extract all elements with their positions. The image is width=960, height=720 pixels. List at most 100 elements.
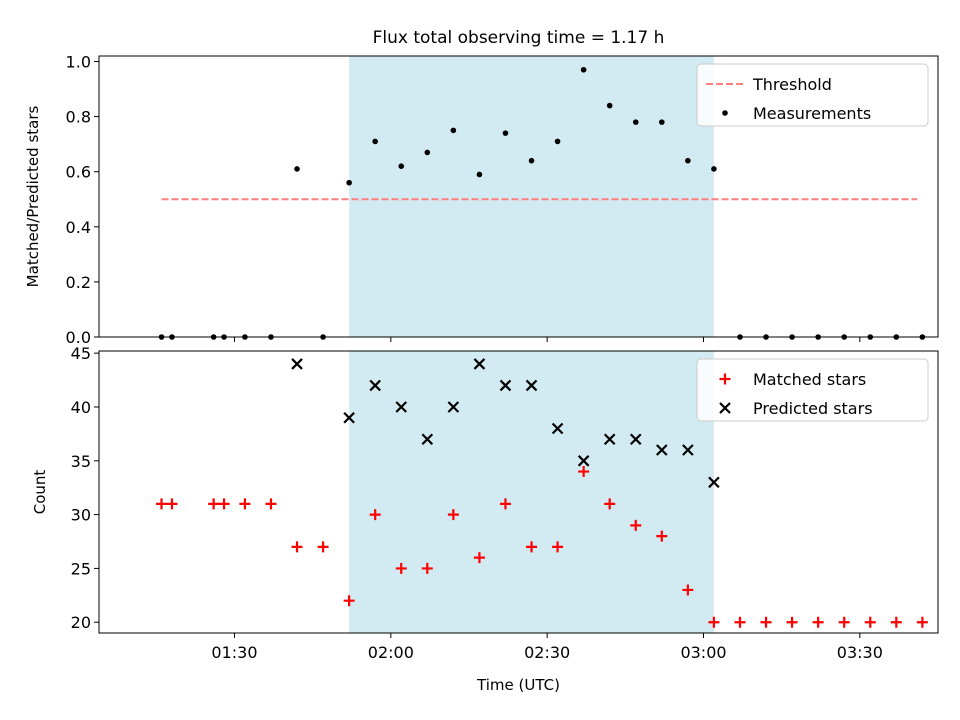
matched-star-point <box>708 616 720 628</box>
measurement-point <box>580 66 587 73</box>
predicted-star-point <box>473 358 486 370</box>
predicted-star-point <box>395 401 408 413</box>
measurement-point <box>476 171 483 178</box>
x-axis-label: Time (UTC) <box>476 676 560 694</box>
matched-star-point <box>630 519 642 531</box>
predicted-star-point <box>682 444 694 456</box>
matched-star-point <box>760 616 772 628</box>
matched-star-point <box>291 541 303 553</box>
y-tick-label: 0.6 <box>66 163 91 182</box>
observing-window-shade <box>349 351 714 633</box>
x-tick-label: 02:30 <box>524 643 570 662</box>
bottom-panel-ticks: 20 25 30 35 40 45 <box>71 344 861 638</box>
top-panel: 0.0 0.2 0.4 0.6 0.8 1.0 Matched/Predicted sta… <box>24 53 939 347</box>
legend-measurement-swatch <box>722 110 728 116</box>
measurement-point <box>711 166 717 172</box>
matched-star-point <box>786 616 798 628</box>
matched-star-point <box>343 595 355 607</box>
x-tick-label: 02:00 <box>368 643 414 662</box>
matched-star-point <box>890 616 902 628</box>
observing-window-shade <box>349 56 714 337</box>
top-panel-legend: Threshold Measurements <box>696 63 929 127</box>
measurement-point <box>632 119 639 125</box>
matched-star-point <box>156 498 168 510</box>
predicted-star-point <box>499 379 512 392</box>
measurement-point <box>502 130 509 136</box>
top-panel-frame <box>98 55 939 338</box>
predicted-star-point <box>551 422 564 435</box>
x-tick-label: 01:30 <box>211 643 257 662</box>
y-tick-label: 40 <box>71 398 91 417</box>
measurement-point <box>424 149 431 156</box>
matched-star-point <box>447 509 459 521</box>
y-tick-label: 45 <box>71 344 91 363</box>
measurement-point <box>294 166 300 172</box>
legend-label: Threshold <box>752 75 832 94</box>
y-tick-label: 35 <box>71 452 91 471</box>
matched-star-point <box>208 498 220 510</box>
y-tick-label: 1.0 <box>66 53 91 72</box>
matched-star-point <box>604 498 616 510</box>
predicted-star-point <box>421 433 434 446</box>
top-panel-ylabel: Matched/Predicted stars <box>24 106 42 288</box>
chart-title: Flux total observing time = 1.17 h <box>373 28 665 48</box>
matched-star-point <box>916 616 928 628</box>
predicted-star-point <box>447 401 460 413</box>
measurement-point <box>659 119 665 125</box>
legend-predicted-swatch <box>719 402 731 414</box>
y-tick-label: 0.0 <box>66 328 91 347</box>
measurement-point <box>372 138 378 145</box>
legend-label: Predicted stars <box>753 399 873 418</box>
matched-star-point <box>812 616 824 628</box>
matched-star-point <box>473 552 485 564</box>
y-tick-label: 0.8 <box>66 108 91 127</box>
bottom-panel-frame <box>98 350 939 634</box>
matched-star-point <box>369 509 381 521</box>
legend-matched-swatch <box>719 373 731 385</box>
measurement-point <box>554 138 561 145</box>
matched-star-point <box>317 541 329 553</box>
matched-star-point <box>682 584 694 596</box>
matched-star-point <box>265 498 277 510</box>
measurement-point <box>398 163 405 169</box>
top-panel-ticks: 0.0 0.2 0.4 0.6 0.8 1.0 <box>66 53 861 347</box>
legend-label: Matched stars <box>753 370 866 389</box>
matched-star-point <box>838 616 850 628</box>
predicted-star-point <box>629 433 642 446</box>
measurement-point <box>528 157 535 164</box>
y-tick-label: 0.4 <box>66 218 91 237</box>
predicted-star-point <box>603 433 616 446</box>
matched-star-point <box>578 466 590 478</box>
matched-star-point <box>395 562 407 574</box>
predicted-star-point <box>343 411 355 424</box>
matched-star-point <box>166 498 178 510</box>
y-tick-label: 0.2 <box>66 273 91 292</box>
y-tick-label: 30 <box>71 506 91 525</box>
predicted-star-point <box>577 455 590 467</box>
matched-star-point <box>218 498 230 510</box>
matched-star-point <box>526 541 538 553</box>
predicted-star-point <box>291 358 303 370</box>
matched-star-point <box>552 541 564 553</box>
measurement-point <box>606 102 613 109</box>
matched-star-point <box>239 498 251 510</box>
bottom-panel-legend: Matched stars Predicted stars <box>696 358 929 422</box>
bottom-panel-ylabel: Count <box>31 470 49 515</box>
matched-star-point <box>656 530 668 542</box>
legend-label: Measurements <box>753 104 871 123</box>
matched-star-point <box>499 498 511 510</box>
x-tick-label: 03:00 <box>680 643 726 662</box>
predicted-star-point <box>708 476 720 489</box>
top-panel-marks <box>158 66 926 340</box>
y-tick-label: 20 <box>71 613 91 632</box>
measurement-point <box>685 157 691 164</box>
predicted-star-point <box>525 379 538 392</box>
y-tick-label: 25 <box>71 559 91 578</box>
matched-star-point <box>421 562 433 574</box>
x-axis-ticks: 01:30 02:00 02:30 03:00 03:30 <box>211 643 882 662</box>
predicted-star-point <box>656 444 668 456</box>
legend-box <box>696 358 929 422</box>
bottom-panel: 20 25 30 35 40 45 Count Matched stars Predicte… <box>31 344 939 638</box>
matched-star-point <box>864 616 876 628</box>
